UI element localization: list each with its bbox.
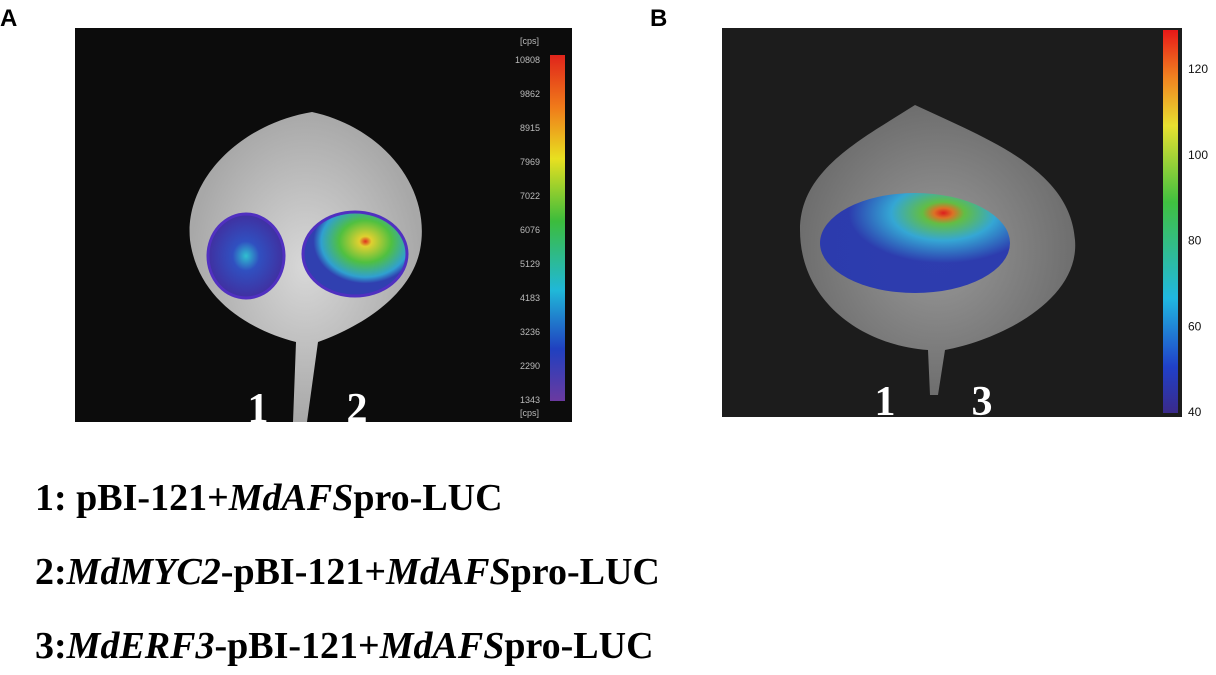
leaf-label: 3 bbox=[972, 379, 993, 425]
colorbar-tick-label: 6076 bbox=[520, 225, 540, 235]
legend-text: MdAFS bbox=[228, 477, 354, 519]
colorbar-tick-label: 1343 bbox=[520, 395, 540, 405]
panel-label: B bbox=[650, 5, 667, 32]
legend-text: pro-LUC bbox=[353, 477, 502, 519]
leaf-label: 1 bbox=[875, 379, 896, 425]
leaf-label: 2 bbox=[347, 386, 368, 432]
legend-text: 3: bbox=[35, 625, 67, 667]
legend-text: MdAFS bbox=[379, 625, 505, 667]
legend-line: 2:MdMYC2-pBI-121+MdAFSpro-LUC bbox=[35, 551, 660, 593]
colorbar-unit: [cps] bbox=[520, 36, 539, 46]
colorbar-tick-label: 5129 bbox=[520, 259, 540, 269]
colorbar-tick-label: 80 bbox=[1188, 234, 1202, 248]
legend-text: 2: bbox=[35, 551, 67, 593]
signal bbox=[820, 193, 1010, 293]
colorbar-tick-label: 60 bbox=[1188, 319, 1202, 333]
colorbar-tick-label: 10808 bbox=[515, 55, 540, 65]
legend-text: -pBI-121+ bbox=[214, 625, 379, 667]
legend-text: 1: pBI-121+ bbox=[35, 477, 229, 519]
legend-text: MdMYC2 bbox=[66, 551, 221, 593]
legend-text: -pBI-121+ bbox=[221, 551, 386, 593]
colorbar bbox=[550, 55, 565, 401]
colorbar bbox=[1163, 30, 1178, 413]
colorbar-tick-label: 120 bbox=[1188, 62, 1208, 76]
legend-text: MdAFS bbox=[385, 551, 511, 593]
colorbar-tick-label: 3236 bbox=[520, 327, 540, 337]
leaf-label: 1 bbox=[248, 386, 269, 432]
signal bbox=[301, 210, 409, 298]
colorbar-tick-label: 40 bbox=[1188, 405, 1202, 419]
colorbar-tick-label: 2290 bbox=[520, 361, 540, 371]
colorbar-tick-label: 9862 bbox=[520, 89, 540, 99]
signal bbox=[206, 212, 286, 300]
legend-text: MdERF3 bbox=[66, 625, 215, 667]
legend-text: pro-LUC bbox=[504, 625, 653, 667]
colorbar-tick-label: 8915 bbox=[520, 123, 540, 133]
colorbar-unit: [cps] bbox=[520, 408, 539, 418]
colorbar-tick-label: 7022 bbox=[520, 191, 540, 201]
colorbar-tick-label: 100 bbox=[1188, 148, 1208, 162]
legend-line: 3:MdERF3-pBI-121+MdAFSpro-LUC bbox=[35, 625, 654, 667]
legend-line: 1: pBI-121+MdAFSpro-LUC bbox=[35, 477, 503, 519]
colorbar-tick-label: 4183 bbox=[520, 293, 540, 303]
legend-text: pro-LUC bbox=[511, 551, 660, 593]
colorbar-tick-label: 7969 bbox=[520, 157, 540, 167]
panel-label: A bbox=[0, 5, 17, 32]
